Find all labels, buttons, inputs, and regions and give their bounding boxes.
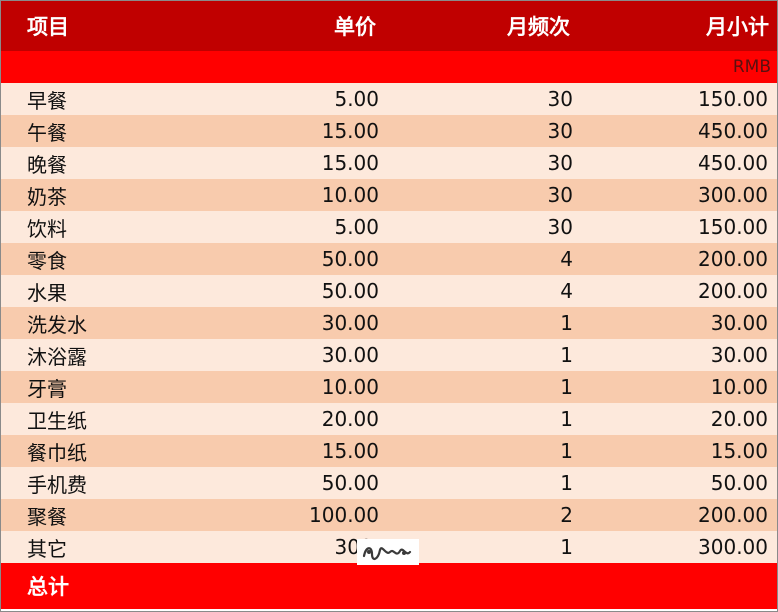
table-row: 饮料 5.00 30 150.00 (1, 211, 777, 243)
item-name: 卫生纸 (1, 403, 191, 435)
item-freq: 1 (384, 371, 578, 403)
item-subtotal: 450.00 (578, 115, 777, 147)
item-subtotal: 300.00 (578, 531, 777, 563)
item-freq: 1 (384, 403, 578, 435)
table-row: 牙膏 10.00 1 10.00 (1, 371, 777, 403)
item-name: 洗发水 (1, 307, 191, 339)
item-price: 10.00 (191, 179, 384, 211)
item-price: 15.00 (191, 435, 384, 467)
item-freq: 1 (384, 467, 578, 499)
header-item: 项目 (1, 1, 191, 51)
item-subtotal: 15.00 (578, 435, 777, 467)
item-subtotal: 20.00 (578, 403, 777, 435)
item-subtotal: 200.00 (578, 243, 777, 275)
table-row: 晚餐 15.00 30 450.00 (1, 147, 777, 179)
item-subtotal: 300.00 (578, 179, 777, 211)
item-subtotal: 30.00 (578, 339, 777, 371)
item-subtotal: 200.00 (578, 275, 777, 307)
item-price: 20.00 (191, 403, 384, 435)
item-freq: 1 (384, 435, 578, 467)
item-name: 午餐 (1, 115, 191, 147)
table-row: 手机费 50.00 1 50.00 (1, 467, 777, 499)
table-row: 聚餐 100.00 2 200.00 (1, 499, 777, 531)
item-subtotal: 200.00 (578, 499, 777, 531)
item-name: 晚餐 (1, 147, 191, 179)
item-subtotal: 10.00 (578, 371, 777, 403)
watermark-stamp (357, 539, 419, 565)
item-price: 100.00 (191, 499, 384, 531)
table-row: 沐浴露 30.00 1 30.00 (1, 339, 777, 371)
table-header-row: 项目 单价 月频次 月小计 (1, 1, 777, 51)
table-row: 餐巾纸 15.00 1 15.00 (1, 435, 777, 467)
item-name: 其它 (1, 531, 191, 563)
item-freq: 30 (384, 83, 578, 115)
item-price: 5.00 (191, 211, 384, 243)
item-price: 10.00 (191, 371, 384, 403)
header-subtotal: 月小计 (578, 1, 777, 51)
item-freq: 30 (384, 147, 578, 179)
item-freq: 30 (384, 211, 578, 243)
item-freq: 30 (384, 179, 578, 211)
currency-unit: RMB (578, 51, 777, 83)
item-name: 零食 (1, 243, 191, 275)
table-row: 奶茶 10.00 30 300.00 (1, 179, 777, 211)
header-freq: 月频次 (384, 1, 578, 51)
item-price: 50.00 (191, 467, 384, 499)
item-price: 5.00 (191, 83, 384, 115)
header-price: 单价 (191, 1, 384, 51)
watermark-scribble-icon (362, 547, 412, 560)
item-price: 50.00 (191, 275, 384, 307)
table-row: 洗发水 30.00 1 30.00 (1, 307, 777, 339)
table-row: 卫生纸 20.00 1 20.00 (1, 403, 777, 435)
table-row: 早餐 5.00 30 150.00 (1, 83, 777, 115)
item-name: 沐浴露 (1, 339, 191, 371)
item-name: 早餐 (1, 83, 191, 115)
item-subtotal: 150.00 (578, 83, 777, 115)
table-row: 午餐 15.00 30 450.00 (1, 115, 777, 147)
table-body: 早餐 5.00 30 150.00 午餐 15.00 30 450.00 晚餐 15.00 30 45… (1, 83, 777, 563)
item-name: 聚餐 (1, 499, 191, 531)
item-freq: 1 (384, 339, 578, 371)
item-freq: 4 (384, 275, 578, 307)
item-freq: 4 (384, 243, 578, 275)
table-row: 零食 50.00 4 200.00 (1, 243, 777, 275)
total-label: 总计 (1, 563, 191, 609)
item-freq: 30 (384, 115, 578, 147)
unit-row: RMB (1, 51, 777, 83)
item-freq: 1 (384, 307, 578, 339)
item-subtotal: 150.00 (578, 211, 777, 243)
item-name: 饮料 (1, 211, 191, 243)
item-subtotal: 450.00 (578, 147, 777, 179)
item-subtotal: 50.00 (578, 467, 777, 499)
item-subtotal: 30.00 (578, 307, 777, 339)
item-price: 30.00 (191, 307, 384, 339)
item-price: 300. (191, 531, 384, 563)
item-price: 50.00 (191, 243, 384, 275)
item-freq: 2 (384, 499, 578, 531)
item-name: 水果 (1, 275, 191, 307)
item-name: 手机费 (1, 467, 191, 499)
item-price: 15.00 (191, 147, 384, 179)
total-row: 总计 (1, 563, 777, 609)
item-price: 15.00 (191, 115, 384, 147)
item-name: 奶茶 (1, 179, 191, 211)
table-row: 水果 50.00 4 200.00 (1, 275, 777, 307)
item-name: 牙膏 (1, 371, 191, 403)
item-name: 餐巾纸 (1, 435, 191, 467)
item-price: 30.00 (191, 339, 384, 371)
